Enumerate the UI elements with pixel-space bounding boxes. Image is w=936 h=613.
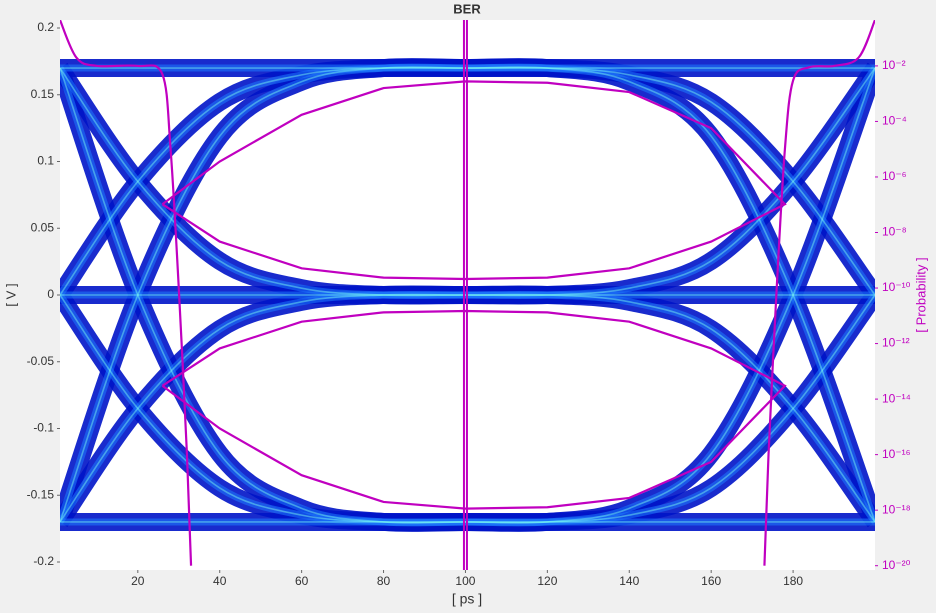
y-tick-label: 0 — [47, 287, 54, 301]
x-tick-label: 80 — [377, 574, 391, 588]
x-tick-label: 120 — [537, 574, 557, 588]
eye-trace — [60, 66, 875, 523]
y-tick-label: 0.1 — [37, 154, 54, 168]
bathtub-curve — [60, 20, 193, 566]
y2-tick-label: 10⁻² — [882, 58, 906, 72]
y2-tick-label: 10⁻¹² — [882, 336, 910, 350]
x-tick-label: 160 — [701, 574, 721, 588]
y2-tick-label: 10⁻⁸ — [882, 225, 907, 239]
y-tick-label: 0.15 — [31, 87, 55, 101]
eye-trace — [60, 67, 875, 524]
y-tick-label: -0.1 — [33, 421, 54, 435]
x-tick-label: 140 — [619, 574, 639, 588]
y2-tick-label: 10⁻¹⁶ — [882, 447, 911, 461]
x-tick-label: 60 — [295, 574, 309, 588]
eye-trace — [60, 294, 875, 524]
plot — [60, 20, 875, 570]
eye-trace — [60, 67, 875, 297]
y-tick-label: -0.2 — [33, 554, 54, 568]
y-axis-label: [ V ] — [3, 283, 18, 306]
ber-contour — [161, 309, 787, 510]
x-tick-label: 100 — [455, 574, 475, 588]
y-tick-label: 0.2 — [37, 20, 54, 34]
y2-tick-label: 10⁻⁴ — [882, 114, 907, 128]
eye-trace — [60, 63, 875, 524]
x-tick-label: 20 — [131, 574, 145, 588]
y2-tick-label: 10⁻¹⁴ — [882, 391, 911, 405]
y2-axis-label: [ Probability ] — [913, 257, 928, 332]
y-tick-label: 0.05 — [31, 220, 55, 234]
y2-tick-label: 10⁻⁶ — [882, 169, 907, 183]
y-tick-label: -0.05 — [27, 354, 55, 368]
x-tick-label: 40 — [213, 574, 227, 588]
y2-tick-label: 10⁻¹⁸ — [882, 502, 911, 516]
chart-title: BER — [453, 1, 481, 16]
x-axis-label: [ ps ] — [452, 591, 482, 607]
eye-trace — [60, 66, 875, 296]
x-tick-label: 180 — [783, 574, 803, 588]
ber-contour — [161, 80, 787, 281]
bathtub-curve — [763, 20, 875, 566]
y-tick-label: -0.15 — [27, 487, 55, 501]
y2-tick-label: 10⁻²⁰ — [882, 558, 911, 572]
y2-tick-label: 10⁻¹⁰ — [882, 280, 911, 294]
